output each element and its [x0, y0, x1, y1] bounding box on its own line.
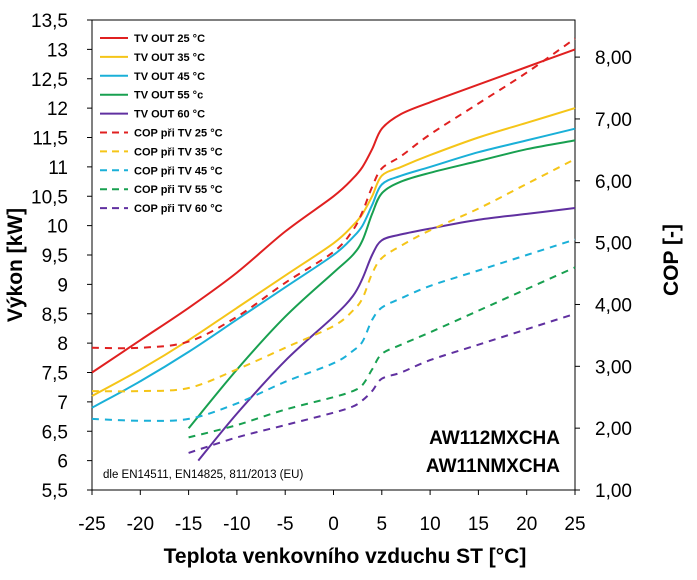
- series-line-1: [91, 48, 576, 374]
- series-line-9: [188, 266, 576, 439]
- right-axis-title: COP [-]: [660, 224, 683, 296]
- series-lines: [91, 37, 576, 462]
- x-axis-title: Teplota venkovního vzduchu ST [°C]: [164, 545, 527, 568]
- left-tick-label: 11,5: [32, 129, 68, 150]
- left-tick-label: 10,5: [31, 187, 68, 208]
- legend: TV OUT 25 °C TV OUT 35 °C TV OUT 45 °C TV O…: [100, 33, 223, 215]
- left-tick-label: 7,5: [42, 364, 68, 385]
- left-tick-label: 13,5: [31, 11, 68, 32]
- legend-label: COP při TV 45 °C: [134, 165, 223, 177]
- left-tick-label: 6,5: [42, 422, 68, 443]
- left-tick-label: 13: [47, 40, 68, 61]
- x-tick-label: 10: [420, 514, 441, 535]
- series-line-10: [188, 312, 576, 454]
- legend-label: TV OUT 45 °C: [134, 71, 205, 83]
- legend-label: TV OUT 55 °c: [134, 90, 203, 102]
- x-tick-label: 0: [328, 514, 339, 535]
- x-tick-label: 5: [377, 514, 388, 535]
- series-line-8: [91, 238, 576, 422]
- x-tick-label: 20: [516, 514, 537, 535]
- x-axis-ticks: -25 -20 -15 -10 -5 0 5 10 15 20 25: [78, 490, 586, 535]
- legend-label: TV OUT 60 °C: [134, 109, 205, 121]
- right-tick-label: 7,00: [595, 110, 632, 131]
- left-tick-label: 12,5: [31, 70, 68, 91]
- series-line-5: [197, 207, 576, 462]
- left-tick-label: 11: [48, 158, 68, 179]
- left-tick-label: 5,5: [42, 481, 68, 502]
- left-axis-title: Výkon [kW]: [4, 208, 27, 322]
- right-tick-label: 6,00: [595, 172, 632, 193]
- series-line-4: [187, 139, 576, 429]
- x-tick-label: -25: [78, 514, 105, 535]
- x-tick-label: -15: [175, 514, 202, 535]
- x-tick-label: -10: [223, 514, 250, 535]
- left-tick-label: 9,5: [42, 246, 68, 267]
- series-line-6: [91, 37, 576, 350]
- legend-label: COP při TV 60 °C: [134, 203, 223, 215]
- left-tick-label: 10: [47, 217, 68, 238]
- legend-label: COP při TV 55 °C: [134, 184, 223, 196]
- right-tick-label: 5,00: [595, 234, 632, 255]
- x-tick-label: 25: [564, 514, 585, 535]
- left-tick-label: 8: [57, 334, 68, 355]
- right-tick-label: 1,00: [595, 481, 632, 502]
- right-axis-ticks: 1,00 2,00 3,00 4,00 5,00 6,00 7,00 8,00: [575, 48, 632, 502]
- series-line-7: [91, 158, 576, 393]
- model-label-1: AW112MXCHA: [429, 428, 560, 449]
- left-tick-label: 12: [47, 99, 68, 120]
- left-tick-label: 7: [57, 393, 68, 414]
- left-tick-label: 8,5: [42, 305, 68, 326]
- right-tick-label: 3,00: [595, 357, 632, 378]
- right-tick-label: 4,00: [595, 295, 632, 316]
- right-tick-label: 8,00: [595, 48, 632, 69]
- right-tick-label: 2,00: [595, 419, 632, 440]
- series-line-3: [91, 127, 576, 409]
- x-tick-label: -20: [127, 514, 154, 535]
- legend-label: TV OUT 25 °C: [134, 33, 205, 45]
- left-tick-label: 6: [57, 452, 68, 473]
- standards-note: dle EN14511, EN14825, 811/2013 (EU): [103, 469, 303, 481]
- left-tick-label: 9: [57, 275, 68, 296]
- legend-label: TV OUT 35 °C: [134, 52, 205, 64]
- x-tick-label: 15: [468, 514, 489, 535]
- x-tick-label: -5: [277, 514, 294, 535]
- legend-label: COP při TV 35 °C: [134, 146, 223, 158]
- legend-label: COP při TV 25 °C: [134, 128, 223, 140]
- left-axis-ticks: 5,5 6 6,5 7 7,5 8 8,5 9 9,5 10 10,5 11 11,5 12 12,5 13 1…: [31, 11, 92, 502]
- model-label-2: AW11NMXCHA: [426, 456, 560, 477]
